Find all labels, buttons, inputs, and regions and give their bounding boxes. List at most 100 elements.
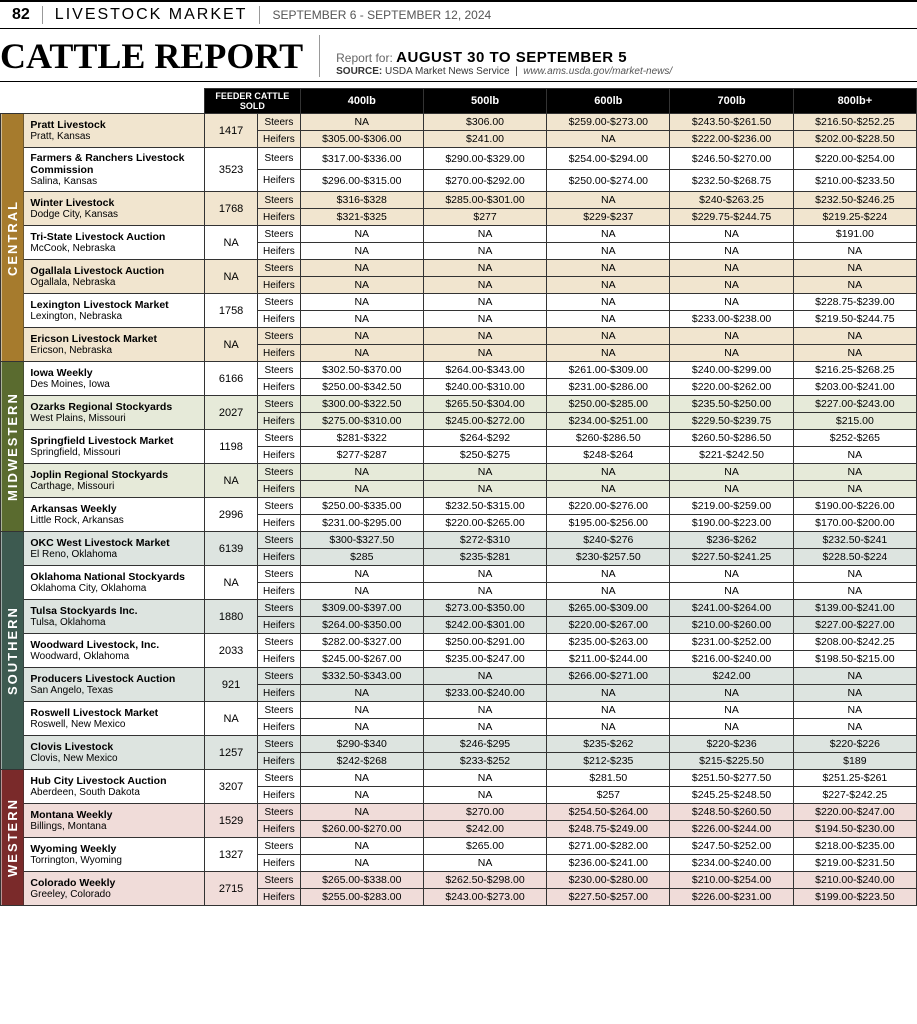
market-name: Farmers & Ranchers Livestock Commission — [30, 152, 198, 176]
price-cell: $300-$327.50 — [300, 532, 423, 549]
price-cell: $240.00-$299.00 — [670, 362, 793, 379]
price-cell: NA — [670, 583, 793, 600]
market-location: Oklahoma City, Oklahoma — [30, 583, 198, 594]
market-location: Ericson, Nebraska — [30, 345, 198, 356]
price-cell: $230.00-$280.00 — [547, 872, 670, 889]
price-cell: $316-$328 — [300, 192, 423, 209]
price-cell: $236-$262 — [670, 532, 793, 549]
market-name: Arkansas Weekly — [30, 503, 198, 515]
market-location: Torrington, Wyoming — [30, 855, 198, 866]
row-type: Heifers — [258, 855, 301, 872]
price-cell: NA — [670, 277, 793, 294]
price-cell: NA — [547, 583, 670, 600]
market-location: Woodward, Oklahoma — [30, 651, 198, 662]
price-cell: $250.00-$291.00 — [423, 634, 546, 651]
price-cell: $234.00-$240.00 — [670, 855, 793, 872]
price-cell: NA — [547, 566, 670, 583]
price-cell: NA — [423, 787, 546, 804]
market-name: Producers Livestock Auction — [30, 673, 198, 685]
price-cell: $264.00-$350.00 — [300, 617, 423, 634]
price-cell: NA — [423, 328, 546, 345]
market-cell: Farmers & Ranchers Livestock CommissionS… — [24, 148, 205, 192]
price-cell: $227.00-$243.00 — [793, 396, 916, 413]
report-meta: Report for: AUGUST 30 TO SEPTEMBER 5 SOU… — [320, 49, 672, 77]
market-cell: Arkansas WeeklyLittle Rock, Arkansas — [24, 498, 205, 532]
price-cell: NA — [547, 719, 670, 736]
price-cell: NA — [300, 685, 423, 702]
price-cell: $218.00-$235.00 — [793, 838, 916, 855]
market-location: Carthage, Missouri — [30, 481, 198, 492]
price-cell: $230-$257.50 — [547, 549, 670, 566]
table-row: Tri-State Livestock AuctionMcCook, Nebra… — [1, 226, 917, 243]
col-feeder-sold: FEEDER CATTLE SOLD — [205, 89, 301, 114]
table-row: WESTERNHub City Livestock AuctionAberdee… — [1, 770, 917, 787]
price-cell: NA — [547, 685, 670, 702]
row-type: Steers — [258, 770, 301, 787]
price-cell: NA — [547, 277, 670, 294]
price-cell: NA — [793, 668, 916, 685]
price-cell: $281-$322 — [300, 430, 423, 447]
price-cell: NA — [793, 566, 916, 583]
row-type: Heifers — [258, 583, 301, 600]
market-name: Winter Livestock — [30, 197, 198, 209]
price-cell: $260.00-$270.00 — [300, 821, 423, 838]
price-cell: NA — [300, 311, 423, 328]
price-cell: $208.00-$242.25 — [793, 634, 916, 651]
row-type: Steers — [258, 362, 301, 379]
price-cell: $235-$281 — [423, 549, 546, 566]
price-cell: $254.50-$264.00 — [547, 804, 670, 821]
report-for-range: AUGUST 30 TO SEPTEMBER 5 — [396, 49, 627, 66]
table-row: Ericson Livestock MarketEricson, Nebrask… — [1, 328, 917, 345]
price-cell: $257 — [547, 787, 670, 804]
source-label: SOURCE: — [336, 66, 382, 77]
feeder-sold: 2027 — [205, 396, 258, 430]
feeder-sold: 3523 — [205, 148, 258, 192]
price-cell: $321-$325 — [300, 209, 423, 226]
row-type: Steers — [258, 464, 301, 481]
row-type: Steers — [258, 872, 301, 889]
price-cell: $219.00-$259.00 — [670, 498, 793, 515]
market-location: Lexington, Nebraska — [30, 311, 198, 322]
price-cell: $246.50-$270.00 — [670, 148, 793, 170]
price-cell: $236.00-$241.00 — [547, 855, 670, 872]
price-cell: $195.00-$256.00 — [547, 515, 670, 532]
price-cell: $281.50 — [547, 770, 670, 787]
feeder-sold: 2033 — [205, 634, 258, 668]
row-type: Steers — [258, 328, 301, 345]
price-cell: $247.50-$252.00 — [670, 838, 793, 855]
price-cell: NA — [547, 243, 670, 260]
market-location: Greeley, Colorado — [30, 889, 198, 900]
price-cell: $246-$295 — [423, 736, 546, 753]
price-cell: $270.00 — [423, 804, 546, 821]
price-cell: $277-$287 — [300, 447, 423, 464]
price-cell: $260-$286.50 — [547, 430, 670, 447]
table-row: Woodward Livestock, Inc.Woodward, Oklaho… — [1, 634, 917, 651]
price-cell: $245.25-$248.50 — [670, 787, 793, 804]
price-cell: NA — [300, 345, 423, 362]
price-cell: $212-$235 — [547, 753, 670, 770]
row-type: Heifers — [258, 379, 301, 396]
row-type: Steers — [258, 804, 301, 821]
price-cell: $248-$264 — [547, 447, 670, 464]
price-cell: $220.00-$247.00 — [793, 804, 916, 821]
market-cell: Colorado WeeklyGreeley, Colorado — [24, 872, 205, 906]
price-cell: NA — [670, 328, 793, 345]
price-cell: $240.00-$310.00 — [423, 379, 546, 396]
col-400lb: 400lb — [300, 89, 423, 114]
market-location: Springfield, Missouri — [30, 447, 198, 458]
market-name: Lexington Livestock Market — [30, 299, 198, 311]
price-cell: $242.00-$301.00 — [423, 617, 546, 634]
price-cell: $264-$292 — [423, 430, 546, 447]
price-cell: $251.50-$277.50 — [670, 770, 793, 787]
price-cell: NA — [423, 702, 546, 719]
section-title: LIVESTOCK MARKET — [43, 6, 261, 24]
market-name: Joplin Regional Stockyards — [30, 469, 198, 481]
price-cell: $271.00-$282.00 — [547, 838, 670, 855]
feeder-sold: NA — [205, 464, 258, 498]
page-number: 82 — [0, 6, 43, 24]
price-cell: $264.00-$343.00 — [423, 362, 546, 379]
price-cell: NA — [793, 277, 916, 294]
price-cell: $220.00-$254.00 — [793, 148, 916, 170]
price-cell: NA — [670, 702, 793, 719]
market-name: Woodward Livestock, Inc. — [30, 639, 198, 651]
